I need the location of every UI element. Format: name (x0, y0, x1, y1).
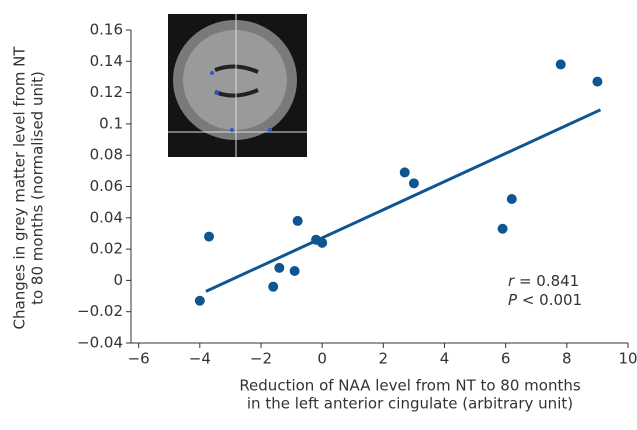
point (498, 224, 508, 234)
y-tick-label: −0.04 (77, 334, 123, 352)
y-tick-label: 0.04 (90, 208, 123, 226)
y-tick-label: 0 (113, 271, 123, 289)
y-tick-label: −0.02 (77, 302, 123, 320)
y-axis-label: to 80 months (normalised unit) (29, 71, 47, 305)
point (409, 178, 419, 188)
y-tick-label: 0.02 (90, 240, 123, 258)
point (195, 296, 205, 306)
point (274, 263, 284, 273)
y-tick-label: 0.14 (90, 52, 123, 70)
y-tick-label: 0.08 (90, 146, 123, 164)
point (290, 266, 300, 276)
point (400, 167, 410, 177)
chart: −0.04 −0.02 0 0.02 0.04 0.06 0.08 0.1 0.12 0.14 0.… (0, 0, 637, 426)
x-tick-label: 4 (440, 350, 450, 368)
point (592, 77, 602, 87)
annotation-text: = 0.841 (514, 272, 579, 290)
point (268, 282, 278, 292)
x-axis-label: in the left anterior cingulate (arbitrar… (247, 395, 573, 413)
y-axis-label: Changes in grey matter level from NT (11, 46, 29, 330)
annotation-text: < 0.001 (517, 291, 582, 309)
x-tick-label: 8 (562, 350, 572, 368)
x-tick-label: −4 (189, 350, 211, 368)
x-tick-label: 6 (501, 350, 511, 368)
y-tick-label: 0.06 (90, 177, 123, 195)
annotation: r = 0.841 (508, 272, 579, 290)
y-tick-label: 0.12 (90, 83, 123, 101)
point (204, 232, 214, 242)
x-axis-label: Reduction of NAA level from NT to 80 mon… (239, 377, 581, 395)
point (556, 59, 566, 69)
x-tick-label: 2 (379, 350, 389, 368)
inset-image (168, 14, 307, 157)
y-tick-label: 0.16 (90, 21, 123, 39)
point (507, 194, 517, 204)
x-tick-label: −2 (250, 350, 272, 368)
point (293, 216, 303, 226)
point (317, 238, 327, 248)
y-tick-label: 0.1 (99, 114, 123, 132)
x-tick-label: −6 (128, 350, 150, 368)
x-tick-label: 10 (618, 350, 637, 368)
x-tick-label: 0 (317, 350, 327, 368)
annotation: P < 0.001 (508, 291, 582, 309)
